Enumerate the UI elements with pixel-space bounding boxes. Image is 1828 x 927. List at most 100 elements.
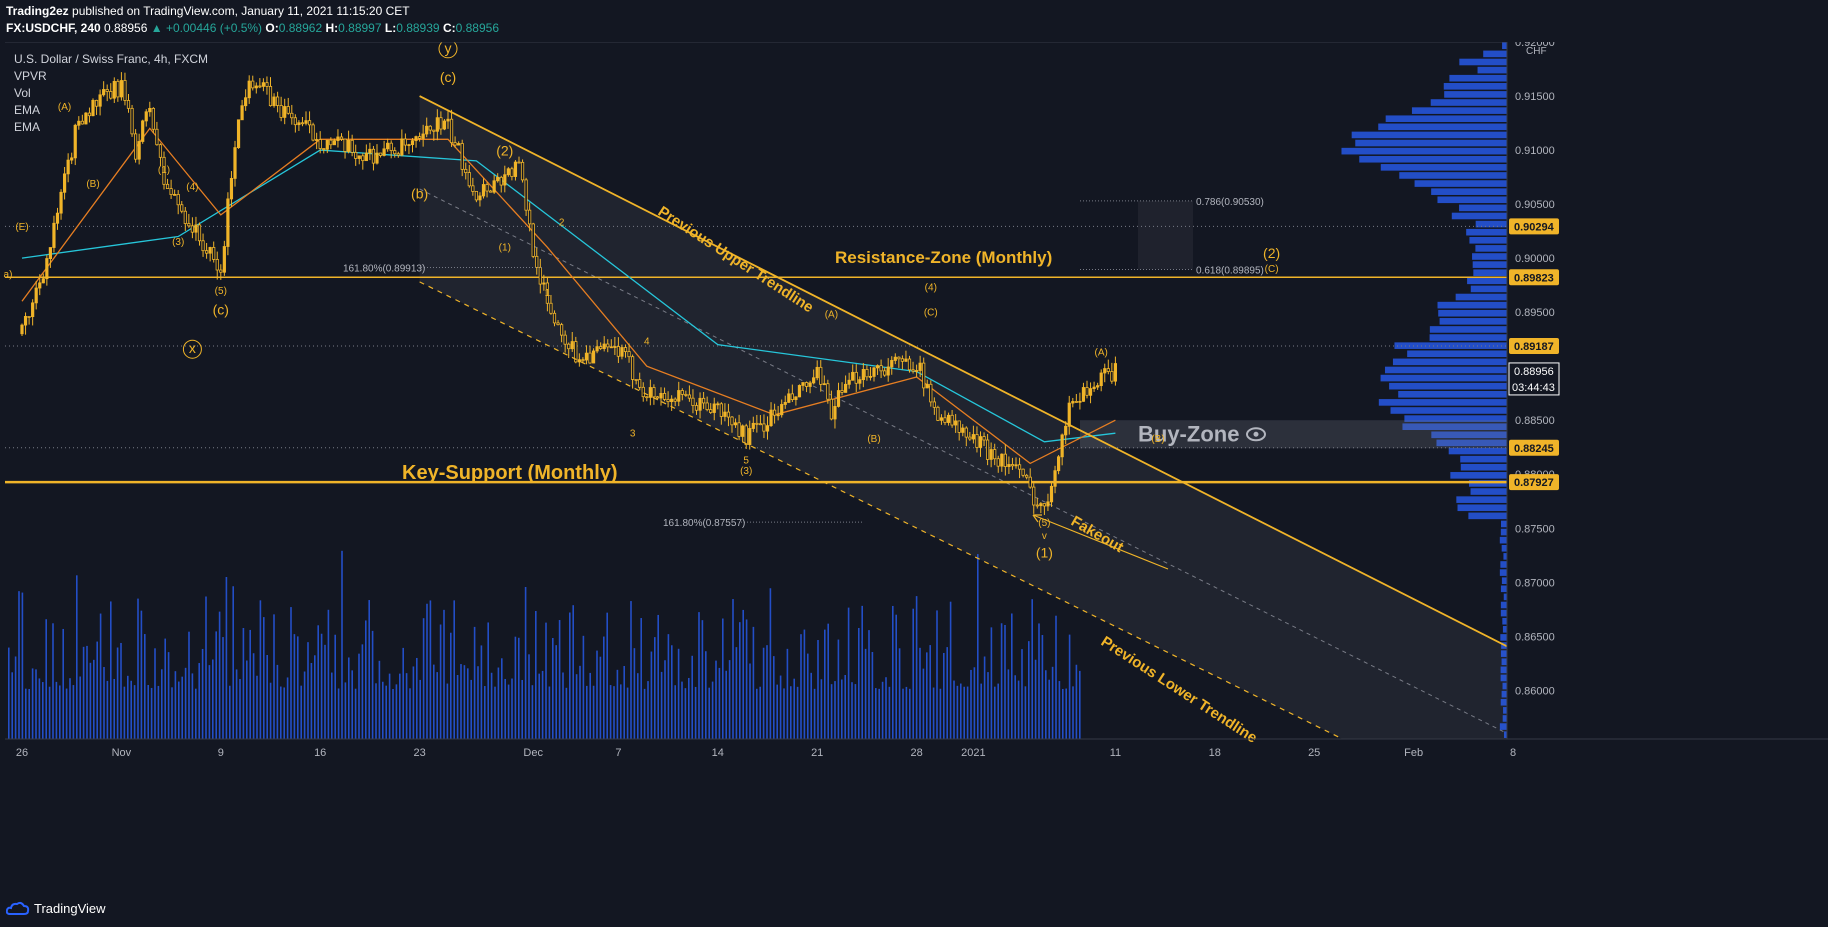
- volume-bar: [616, 669, 619, 739]
- volume-bar: [334, 634, 336, 739]
- candle-body: [240, 105, 244, 121]
- candle-body: [311, 124, 315, 141]
- candle-body: [993, 449, 997, 460]
- candle-body: [442, 120, 447, 130]
- candle-body: [883, 370, 887, 376]
- time-tick-label: 21: [811, 747, 823, 759]
- volume-bar: [807, 653, 809, 739]
- volume-bar: [181, 676, 183, 739]
- candle-body: [208, 247, 212, 254]
- candle-body: [126, 100, 131, 109]
- wave-label: (4): [925, 283, 937, 294]
- candle-body: [602, 343, 606, 349]
- volume-bar: [208, 665, 211, 739]
- candle-body: [872, 367, 876, 377]
- candle-body: [471, 185, 475, 192]
- volume-bar: [1031, 599, 1033, 739]
- candle-body: [911, 369, 915, 372]
- volume-profile-bar: [1355, 139, 1507, 147]
- upper-trendline: [419, 95, 1507, 648]
- buy-zone-box: [1080, 420, 1507, 449]
- wave-label: (5): [215, 286, 227, 297]
- volume-profile-bar: [1470, 488, 1507, 495]
- candle-body: [1106, 368, 1110, 372]
- volume-bar: [603, 636, 605, 739]
- volume-bar: [983, 656, 986, 739]
- price-tick-label: 0.86500: [1515, 631, 1555, 643]
- wave-label: 1: [545, 288, 551, 299]
- current-price-label: 0.88956: [1514, 366, 1554, 378]
- volume-bar: [171, 687, 173, 739]
- volume-bar: [174, 671, 177, 739]
- volume-bar: [694, 686, 697, 739]
- volume-bar: [623, 665, 625, 739]
- volume-bar: [691, 655, 693, 739]
- candle-body: [702, 397, 706, 404]
- candle-body: [847, 379, 851, 385]
- volume-bar: [188, 631, 190, 739]
- volume-bar: [1041, 635, 1044, 739]
- legend-title[interactable]: U.S. Dollar / Swiss Franc, 4h, FXCM: [14, 52, 209, 66]
- time-tick-label: 25: [1308, 747, 1320, 759]
- candle-body: [964, 427, 968, 438]
- candle-body: [918, 362, 922, 371]
- volume-bar: [813, 688, 816, 739]
- wave-label: (1): [499, 243, 511, 254]
- candle-body: [591, 350, 596, 364]
- volume-bar: [212, 659, 214, 739]
- volume-bar: [1051, 666, 1054, 739]
- volume-profile-bar: [1431, 188, 1507, 195]
- volume-bar: [548, 686, 551, 739]
- volume-bar: [453, 600, 455, 739]
- publisher-name[interactable]: Trading2ez: [6, 4, 69, 18]
- ema-fast-line: [21, 127, 1116, 465]
- volume-bar: [790, 686, 792, 739]
- legend-indicator-vpvr[interactable]: VPVR: [14, 69, 47, 83]
- volume-bar: [446, 683, 449, 739]
- tradingview-logo[interactable]: TradingView: [6, 900, 106, 916]
- candle-body: [236, 119, 241, 149]
- time-tick-label: 8: [1510, 747, 1516, 759]
- brand-name: TradingView: [34, 900, 106, 916]
- volume-profile-bar: [1500, 528, 1507, 536]
- volume-profile-bar: [1502, 617, 1507, 625]
- candle-body: [531, 223, 535, 257]
- volume-bar: [1065, 688, 1067, 739]
- price-chart[interactable]: 161.80%(0.89913) 161.80%(0.87557) 0.786(0.…: [0, 42, 1828, 893]
- candle-body: [94, 99, 99, 107]
- candle-body: [318, 139, 322, 149]
- volume-bar: [409, 688, 411, 739]
- volume-bar: [473, 626, 476, 739]
- candle-body: [524, 179, 528, 211]
- volume-bar: [399, 673, 401, 739]
- volume-bar: [82, 646, 85, 739]
- volume-profile-bar: [1437, 196, 1507, 204]
- volume-profile-bar: [1429, 326, 1507, 333]
- candle-body: [677, 390, 681, 402]
- volume-bar: [718, 667, 721, 739]
- candle-body: [1017, 464, 1022, 470]
- wave-label: (4): [186, 182, 198, 193]
- candle-body: [943, 417, 947, 423]
- candle-body: [613, 346, 617, 348]
- volume-bar: [728, 660, 731, 739]
- legend-indicator-ema-2[interactable]: EMA: [14, 120, 41, 134]
- volume-bar: [504, 678, 506, 739]
- volume-profile-bar: [1500, 585, 1507, 593]
- candle-body: [325, 139, 329, 150]
- volume-bar: [902, 688, 904, 739]
- candle-body: [769, 409, 773, 427]
- volume-bar: [582, 635, 585, 739]
- time-tick-label: 11: [1110, 747, 1121, 759]
- volume-bar: [358, 653, 360, 739]
- volume-bar: [589, 672, 591, 739]
- candle-body: [137, 141, 141, 160]
- candle-body: [449, 118, 454, 144]
- volume-bar: [943, 652, 945, 739]
- legend-indicator-vol[interactable]: Vol: [14, 86, 31, 100]
- legend-indicator-ema[interactable]: EMA: [14, 103, 41, 117]
- time-tick-label: 23: [413, 747, 425, 759]
- volume-bar: [677, 648, 680, 739]
- volume-bar: [541, 670, 544, 739]
- volume-bar: [613, 686, 615, 739]
